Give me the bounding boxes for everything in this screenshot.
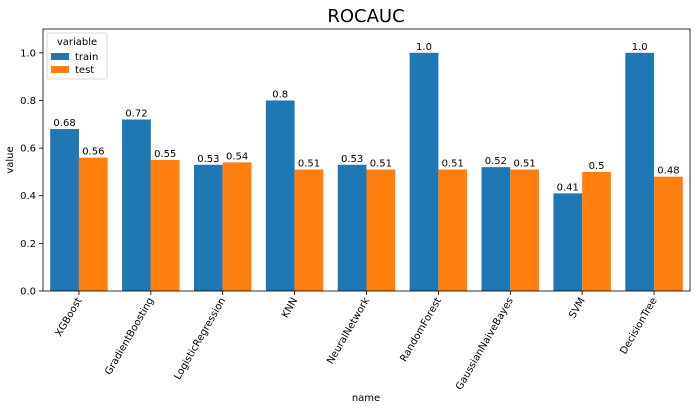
x-tick-label-RandomForest: RandomForest [398,296,444,364]
bars-layer: 0.68 0.56 0.72 0.55 0.53 0.54 0.8 0.51 0.53 0.51 1… [50,42,683,292]
data-label-train-DecisionTree: 1.0 [632,42,648,53]
data-label-train-GradientBoosting: 0.72 [125,109,147,120]
bar-train-XGBoost [50,129,79,291]
x-tick-label-NeuralNetwork: NeuralNetwork [325,296,372,366]
data-label-test-XGBoost: 0.56 [82,147,104,158]
legend-label-test: test [75,65,94,76]
y-tick-label: 0.4 [20,191,36,202]
legend-swatch-train [51,53,69,60]
bar-train-KNN [265,100,295,291]
y-tick-label: 0.0 [20,287,36,298]
bar-test-KNN [294,169,324,291]
data-label-train-KNN: 0.8 [272,89,288,100]
bar-test-SVM [582,171,611,291]
data-label-train-GaussianNaiveBayes: 0.52 [485,156,507,167]
y-axis-label: value [5,146,16,173]
data-label-test-LogisticRegression: 0.54 [226,151,248,162]
x-tick-label-XGBoost: XGBoost [54,296,85,339]
bar-test-NeuralNetwork [366,169,396,291]
bar-train-SVM [553,193,583,291]
x-tick-label-GradientBoosting: GradientBoosting [103,296,156,377]
x-tick-label-DecisionTree: DecisionTree [618,296,659,356]
data-label-test-DecisionTree: 0.48 [657,166,679,177]
plot-frame [42,28,691,292]
legend-label-train: train [75,52,98,63]
data-label-test-SVM: 0.5 [589,161,605,172]
legend-swatch-test [51,66,69,73]
bar-test-GradientBoosting [150,160,180,291]
bar-train-DecisionTree [625,52,655,292]
bar-test-XGBoost [78,157,108,291]
data-label-train-SVM: 0.41 [557,182,579,193]
bar-train-GaussianNaiveBayes [481,167,511,291]
x-tick-label-GaussianNaiveBayes: GaussianNaiveBayes [454,296,516,392]
legend-title: variable [57,37,97,48]
data-label-train-XGBoost: 0.68 [53,118,75,129]
bar-test-GaussianNaiveBayes [510,169,540,291]
data-label-test-KNN: 0.51 [298,159,320,170]
x-tick-label-KNN: KNN [280,296,300,320]
bar-train-LogisticRegression [193,164,223,291]
y-tick-label: 1.0 [20,48,36,59]
x-axis-label: name [352,393,380,404]
data-label-test-RandomForest: 0.51 [442,159,464,170]
legend: variable train test [46,32,108,80]
x-tick-label-SVM: SVM [567,296,587,320]
bar-train-NeuralNetwork [337,164,367,291]
y-axis: 0.0 0.2 0.4 0.6 0.8 1.0 [20,48,43,298]
data-label-train-NeuralNetwork: 0.53 [341,154,363,165]
chart-title: ROCAUC [327,6,404,27]
y-tick-label: 0.8 [20,96,36,107]
data-label-train-RandomForest: 1.0 [416,42,432,53]
y-tick-label: 0.6 [20,144,36,155]
bar-train-RandomForest [409,52,439,292]
data-label-test-GradientBoosting: 0.55 [154,149,176,160]
x-tick-label-LogisticRegression: LogisticRegression [172,296,228,382]
bar-test-LogisticRegression [222,162,252,291]
bar-test-DecisionTree [654,176,683,291]
data-label-train-LogisticRegression: 0.53 [197,154,219,165]
data-label-test-GaussianNaiveBayes: 0.51 [514,159,536,170]
data-label-test-NeuralNetwork: 0.51 [370,159,392,170]
y-tick-label: 0.2 [20,239,36,250]
x-axis: XGBoost GradientBoosting LogisticRegressio… [54,291,660,392]
bar-test-RandomForest [438,169,468,291]
bar-train-GradientBoosting [122,119,151,291]
